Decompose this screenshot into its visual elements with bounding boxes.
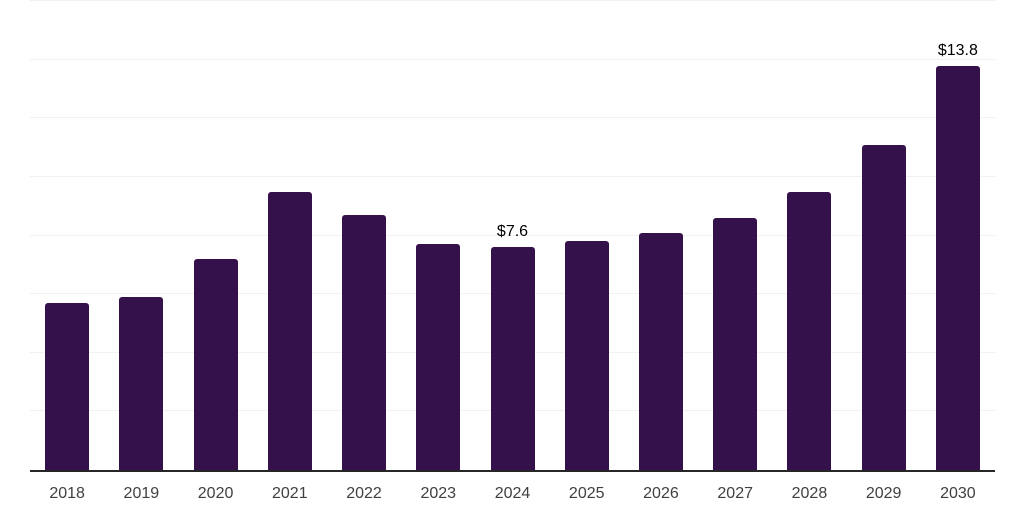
bar-2026 [638,232,683,470]
x-tick-2029: 2029 [865,485,902,502]
data-label-2024: $7.6 [496,223,529,241]
bar-2023 [416,244,461,470]
bar-2022 [342,214,387,470]
x-tick-2025: 2025 [568,485,605,502]
x-tick-2030: 2030 [940,485,976,502]
x-tick-2027: 2027 [717,485,753,502]
plot-area: $7.6 $13.8 [30,0,995,472]
gridline-8 [30,234,995,236]
gridline-16 [30,0,995,1]
x-tick-2024: 2024 [494,485,531,502]
x-tick-2019: 2019 [123,485,160,502]
gridline-14 [30,58,995,60]
x-tick-2026: 2026 [643,485,679,502]
x-tick-2022: 2022 [346,485,382,502]
gridline-10 [30,175,995,177]
bar-2027 [713,217,758,470]
data-label-2030: $13.8 [937,41,978,59]
x-tick-2028: 2028 [791,485,828,502]
bar-2021 [267,191,312,470]
bar-2018 [45,302,90,470]
bar-2019 [119,297,164,470]
bar-2025 [564,241,609,470]
x-tick-2018: 2018 [49,485,85,502]
x-axis-labels: 2018 2019 2020 2021 2022 2023 2024 2025 2026 2027… [30,484,995,506]
bar-2020 [193,258,238,470]
x-tick-2020: 2020 [197,485,234,502]
bar-2024 [490,247,535,470]
x-tick-2021: 2021 [272,485,308,502]
bar-2030 [935,65,980,470]
gridline-12 [30,117,995,119]
bar-2029 [861,144,906,470]
x-tick-2023: 2023 [420,485,457,502]
bar-2028 [787,191,832,470]
